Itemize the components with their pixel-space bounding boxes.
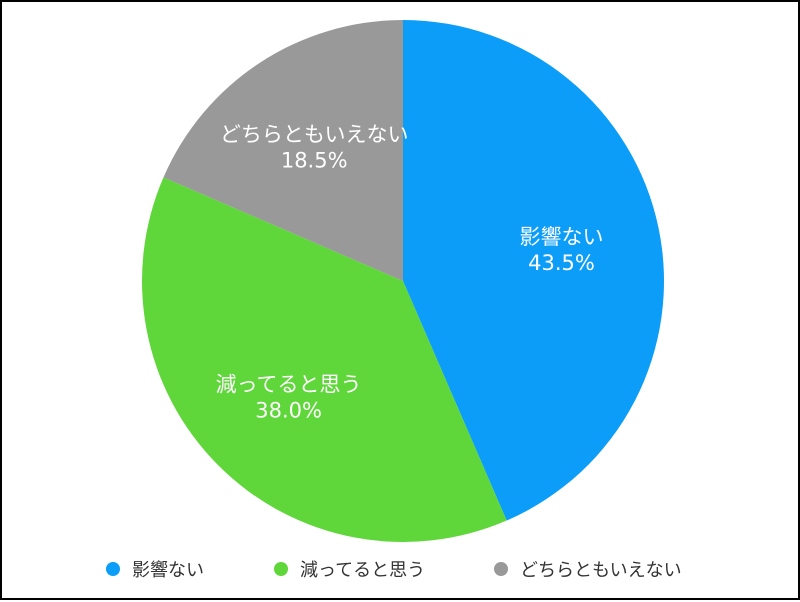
- legend-item-1[interactable]: 減ってると思う: [274, 554, 425, 584]
- legend-label-0: 影響ない: [132, 560, 204, 581]
- slice-label-1: 減ってると思う: [216, 372, 362, 396]
- legend-label-2: どちらともいえない: [520, 560, 682, 581]
- legend-swatch-1: [274, 562, 288, 576]
- legend-swatch-0: [106, 562, 120, 576]
- slice-value-0: 43.5%: [528, 251, 595, 275]
- slice-value-1: 38.0%: [255, 398, 322, 422]
- slice-value-2: 18.5%: [281, 149, 348, 173]
- pie-slice-2[interactable]: [163, 20, 403, 281]
- legend-swatch-2: [494, 562, 508, 576]
- legend-label-1: 減ってると思う: [300, 560, 426, 581]
- slice-label-0: 影響ない: [520, 225, 604, 249]
- pie-slice-0[interactable]: [403, 20, 664, 521]
- pie-slices: [142, 20, 664, 542]
- legend: 影響ない 減ってると思う どちらともいえない: [2, 554, 800, 584]
- legend-item-0[interactable]: 影響ない: [106, 554, 204, 584]
- pie-slice-1[interactable]: [142, 177, 507, 542]
- legend-item-2[interactable]: どちらともいえない: [494, 554, 682, 584]
- slice-label-2: どちらともいえない: [220, 123, 409, 147]
